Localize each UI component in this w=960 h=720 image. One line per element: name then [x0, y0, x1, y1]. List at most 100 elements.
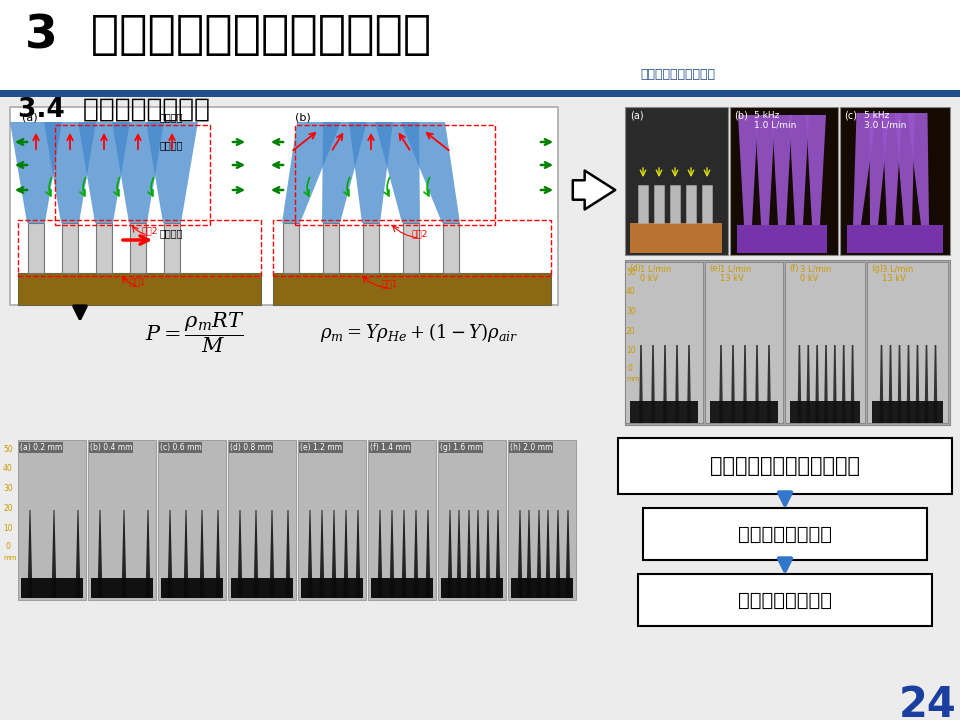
Polygon shape	[401, 510, 406, 598]
Bar	[0, 90, 960, 97]
Polygon shape	[307, 510, 313, 598]
Text: 区域1: 区域1	[130, 277, 147, 286]
Text: 形成耦合放电模式: 形成耦合放电模式	[738, 590, 832, 610]
Polygon shape	[52, 510, 57, 598]
Polygon shape	[457, 510, 462, 598]
Text: (b) 0.4 mm: (b) 0.4 mm	[90, 443, 132, 452]
Text: (d) 0.8 mm: (d) 0.8 mm	[230, 443, 273, 452]
Polygon shape	[375, 122, 420, 223]
FancyBboxPatch shape	[643, 508, 927, 560]
Bar	[705, 262, 783, 423]
Polygon shape	[331, 510, 337, 598]
Polygon shape	[322, 122, 367, 223]
Polygon shape	[898, 345, 901, 423]
Text: 40: 40	[626, 287, 636, 296]
Bar	[867, 262, 948, 423]
Text: mm: mm	[3, 555, 16, 561]
Bar	[301, 578, 363, 598]
Text: (a) 0.2 mm: (a) 0.2 mm	[20, 443, 62, 452]
Bar	[625, 107, 728, 255]
Polygon shape	[282, 122, 341, 223]
Bar	[654, 185, 664, 223]
Bar	[323, 223, 339, 273]
Polygon shape	[112, 122, 164, 223]
Polygon shape	[663, 345, 667, 423]
Bar	[702, 185, 712, 223]
Text: 10: 10	[3, 524, 12, 533]
Polygon shape	[882, 113, 902, 225]
Polygon shape	[270, 510, 275, 598]
Bar	[130, 223, 146, 273]
Text: (c): (c)	[844, 111, 857, 121]
Text: mm: mm	[626, 376, 639, 382]
Polygon shape	[253, 510, 258, 598]
Polygon shape	[687, 345, 691, 423]
Polygon shape	[806, 115, 826, 225]
Bar	[625, 260, 950, 425]
Text: (g): (g)	[871, 264, 883, 273]
Text: 24: 24	[900, 684, 957, 720]
Polygon shape	[853, 113, 876, 225]
Polygon shape	[545, 510, 550, 598]
Bar	[730, 107, 838, 255]
Polygon shape	[44, 122, 96, 223]
Text: 1 L/min: 1 L/min	[720, 264, 752, 273]
Polygon shape	[200, 510, 204, 598]
Polygon shape	[237, 510, 243, 598]
Bar	[508, 440, 576, 600]
Text: (e): (e)	[709, 264, 721, 273]
Text: (d): (d)	[629, 264, 641, 273]
Bar	[638, 185, 648, 223]
Polygon shape	[556, 510, 561, 598]
Polygon shape	[10, 122, 62, 223]
Polygon shape	[486, 510, 491, 598]
Bar	[511, 578, 573, 598]
Bar	[298, 440, 366, 600]
Polygon shape	[76, 510, 81, 598]
Text: 30: 30	[626, 307, 636, 316]
Bar	[368, 440, 436, 600]
Polygon shape	[743, 345, 747, 423]
Bar	[88, 440, 156, 600]
Bar	[283, 223, 299, 273]
Bar	[295, 125, 495, 225]
Bar	[91, 578, 153, 598]
Text: 10: 10	[626, 346, 636, 355]
Text: (b): (b)	[295, 113, 311, 123]
Polygon shape	[851, 345, 854, 423]
Text: (a): (a)	[22, 113, 37, 123]
Polygon shape	[146, 510, 151, 598]
Polygon shape	[815, 345, 819, 423]
Text: 50: 50	[3, 445, 12, 454]
Polygon shape	[377, 510, 382, 598]
Bar	[21, 578, 83, 598]
Bar	[371, 578, 433, 598]
Polygon shape	[833, 345, 837, 423]
Polygon shape	[215, 510, 221, 598]
Text: $\rho_m = Y\rho_{He} + (1-Y)\rho_{air}$: $\rho_m = Y\rho_{He} + (1-Y)\rho_{air}$	[320, 322, 518, 344]
Polygon shape	[907, 113, 929, 225]
Bar	[847, 225, 943, 253]
Bar	[630, 401, 698, 423]
Text: 气流通道: 气流通道	[160, 112, 183, 122]
Text: 1 L/min: 1 L/min	[640, 264, 671, 273]
Text: 5 kHz: 5 kHz	[864, 111, 889, 120]
Text: (g) 1.6 mm: (g) 1.6 mm	[440, 443, 482, 452]
Polygon shape	[824, 345, 828, 423]
Bar	[790, 401, 860, 423]
Text: 0 kV: 0 kV	[800, 274, 819, 283]
Bar	[686, 185, 696, 223]
Text: 内部压力: 内部压力	[160, 228, 183, 238]
Polygon shape	[933, 345, 938, 423]
Polygon shape	[28, 510, 33, 598]
Polygon shape	[167, 510, 173, 598]
Bar	[158, 440, 226, 600]
Polygon shape	[526, 510, 532, 598]
Text: 区域2: 区域2	[412, 229, 428, 238]
Polygon shape	[349, 122, 393, 223]
Text: 3 L/min: 3 L/min	[800, 264, 831, 273]
Text: 30: 30	[3, 484, 12, 493]
Polygon shape	[122, 510, 127, 598]
FancyBboxPatch shape	[618, 438, 952, 494]
Bar	[273, 220, 551, 276]
